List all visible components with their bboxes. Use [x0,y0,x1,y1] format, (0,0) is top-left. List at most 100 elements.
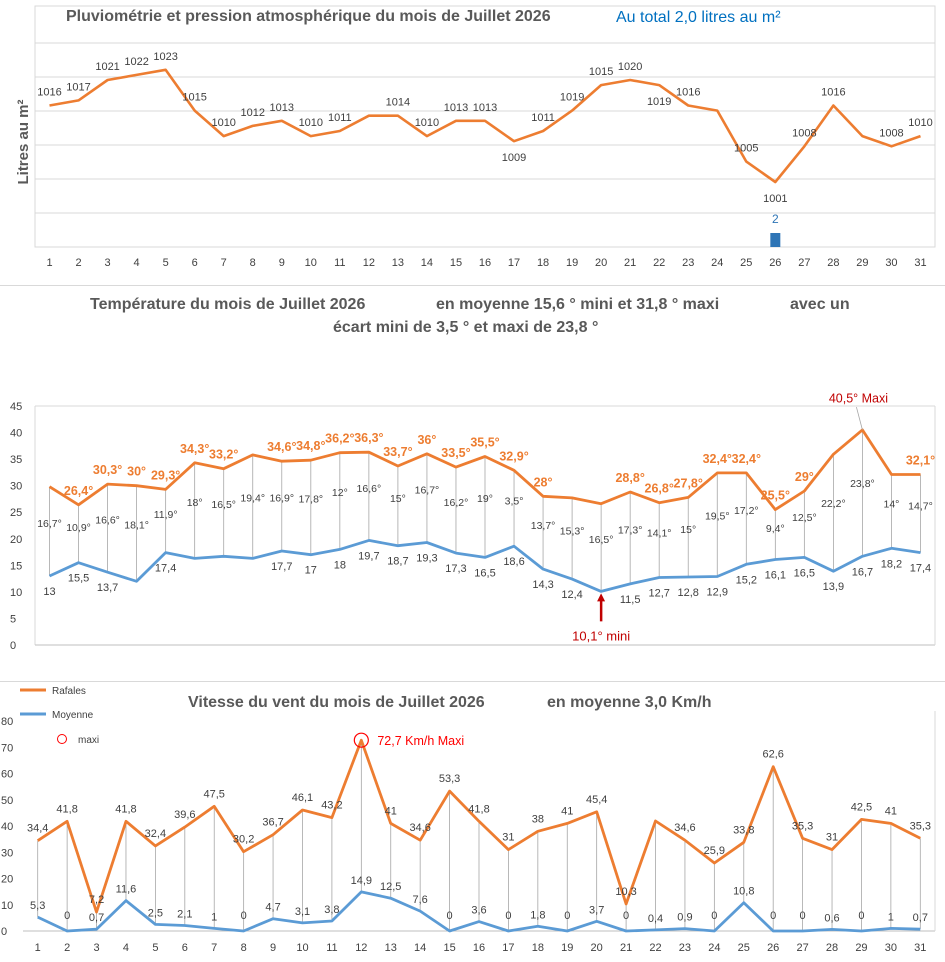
ecart-label: 14,1° [647,527,672,539]
x-tick-label: 2 [64,942,70,954]
rafales-label: 38 [532,813,544,825]
x-tick-label: 20 [591,942,603,954]
rafales-label: 33,8 [733,824,754,836]
x-tick-label: 21 [624,257,636,269]
pressure-label: 1011 [328,112,352,124]
mini-label: 19,7 [358,550,379,562]
rafales-label: 41 [561,805,573,817]
x-tick-label: 19 [561,942,573,954]
ecart-label: 19° [477,493,493,505]
pressure-label: 1013 [473,102,497,114]
y-tick-label: 50 [1,795,13,807]
x-tick-label: 28 [826,942,838,954]
maxi-label: 32,4° [732,452,761,466]
rafales-label: 30,2 [233,834,254,846]
ecart-label: 11,9° [154,509,178,521]
maxi-label: 26,8° [645,482,674,496]
maxi-label: 34,3° [180,442,209,456]
x-tick-label: 19 [566,257,578,269]
ecart-label: 9,4° [766,523,785,535]
y-tick-label: 20 [1,874,13,886]
x-tick-label: 8 [250,257,256,269]
pressure-label: 1010 [299,117,323,129]
ecart-label: 16,7° [415,485,440,497]
maxi-label: 33,7° [383,445,412,459]
pressure-label: 1016 [676,87,700,99]
x-tick-label: 18 [532,942,544,954]
y-tick-label: 30 [1,847,13,859]
x-tick-label: 13 [385,942,397,954]
pressure-label: 1017 [66,81,90,93]
ecart-label: 17,2° [734,505,759,517]
moyenne-label: 14,9 [351,875,372,887]
ecart-label: 15° [390,493,406,505]
ecart-label: 19,4° [240,492,265,504]
y-tick-label: 40 [10,428,22,440]
x-tick-label: 12 [363,257,375,269]
ecart-label: 16,5° [589,534,614,546]
ecart-label: 14° [884,499,900,511]
x-tick-label: 14 [421,257,433,269]
min-annotation-arrowhead [597,593,606,602]
x-tick-label: 6 [192,257,198,269]
moyenne-label: 0 [564,910,570,922]
x-tick-label: 16 [479,257,491,269]
x-tick-label: 28 [827,257,839,269]
x-tick-label: 25 [738,942,750,954]
pressure-label: 1010 [908,117,932,129]
max-annotation-leader [856,406,863,431]
y-tick-label: 10 [10,587,22,599]
ecart-label: 23,8° [850,478,875,490]
x-tick-label: 22 [653,257,665,269]
ecart-label: 12,5° [792,512,817,524]
rafales-label: 25,9 [704,845,725,857]
x-tick-label: 6 [182,942,188,954]
mini-label: 12,9 [707,586,728,598]
mini-label: 18,7 [387,556,408,568]
moyenne-label: 2,1 [177,908,192,920]
x-tick-label: 22 [649,942,661,954]
rain-y-axis-label: Litres au m² [15,99,32,184]
maxi-label: 30° [127,465,146,479]
temp-chart-subtitle-3: écart mini de 3,5 ° et maxi de 23,8 ° [333,319,599,336]
plot-area [34,5,936,248]
x-tick-label: 2 [75,257,81,269]
pressure-label: 1011 [531,112,555,124]
x-tick-label: 11 [334,257,345,269]
pressure-label: 1001 [763,193,787,205]
rafales-label: 35,3 [792,820,813,832]
x-tick-label: 21 [620,942,632,954]
x-tick-label: 25 [740,257,752,269]
ecart-label: 16,7° [37,518,62,530]
pressure-line [49,68,921,184]
rafales-label: 35,3 [910,820,931,832]
x-tick-label: 4 [123,942,129,954]
pressure-label: 1019 [647,96,671,108]
x-tick-label: 30 [885,257,897,269]
x-tick-label: 26 [767,942,779,954]
ecart-label: 16,2° [444,497,469,509]
maxi-label: 32,4° [703,452,732,466]
mini-label: 19,3 [416,552,437,564]
pressure-label: 1013 [444,102,468,114]
x-tick-label: 7 [211,942,217,954]
y-tick-label: 45 [10,401,22,413]
moyenne-label: 4,7 [265,902,280,914]
x-tick-label: 11 [326,942,337,954]
maxi-label: 29° [795,470,814,484]
x-tick-label: 17 [508,257,520,269]
pressure-label: 1015 [589,66,613,78]
moyenne-label: 11,6 [116,884,137,896]
moyenne-label: 1 [888,911,894,923]
x-tick-label: 14 [414,942,426,954]
moyenne-label: 0 [505,910,511,922]
rafales-label: 10,3 [615,886,636,898]
maxi-label: 26,4° [64,484,93,498]
rafales-label: 41,8 [468,803,489,815]
y-tick-label: 35 [10,454,22,466]
mini-label: 16,7 [852,566,873,578]
x-tick-label: 31 [914,942,926,954]
rafales-label: 46,1 [292,792,313,804]
rain-pressure-chart: Litres au m² 1 2 3 4 5 6 7 8 9 10 11 12 13 14 15 16 17 18… [15,5,936,269]
pressure-label: 1014 [386,97,410,109]
